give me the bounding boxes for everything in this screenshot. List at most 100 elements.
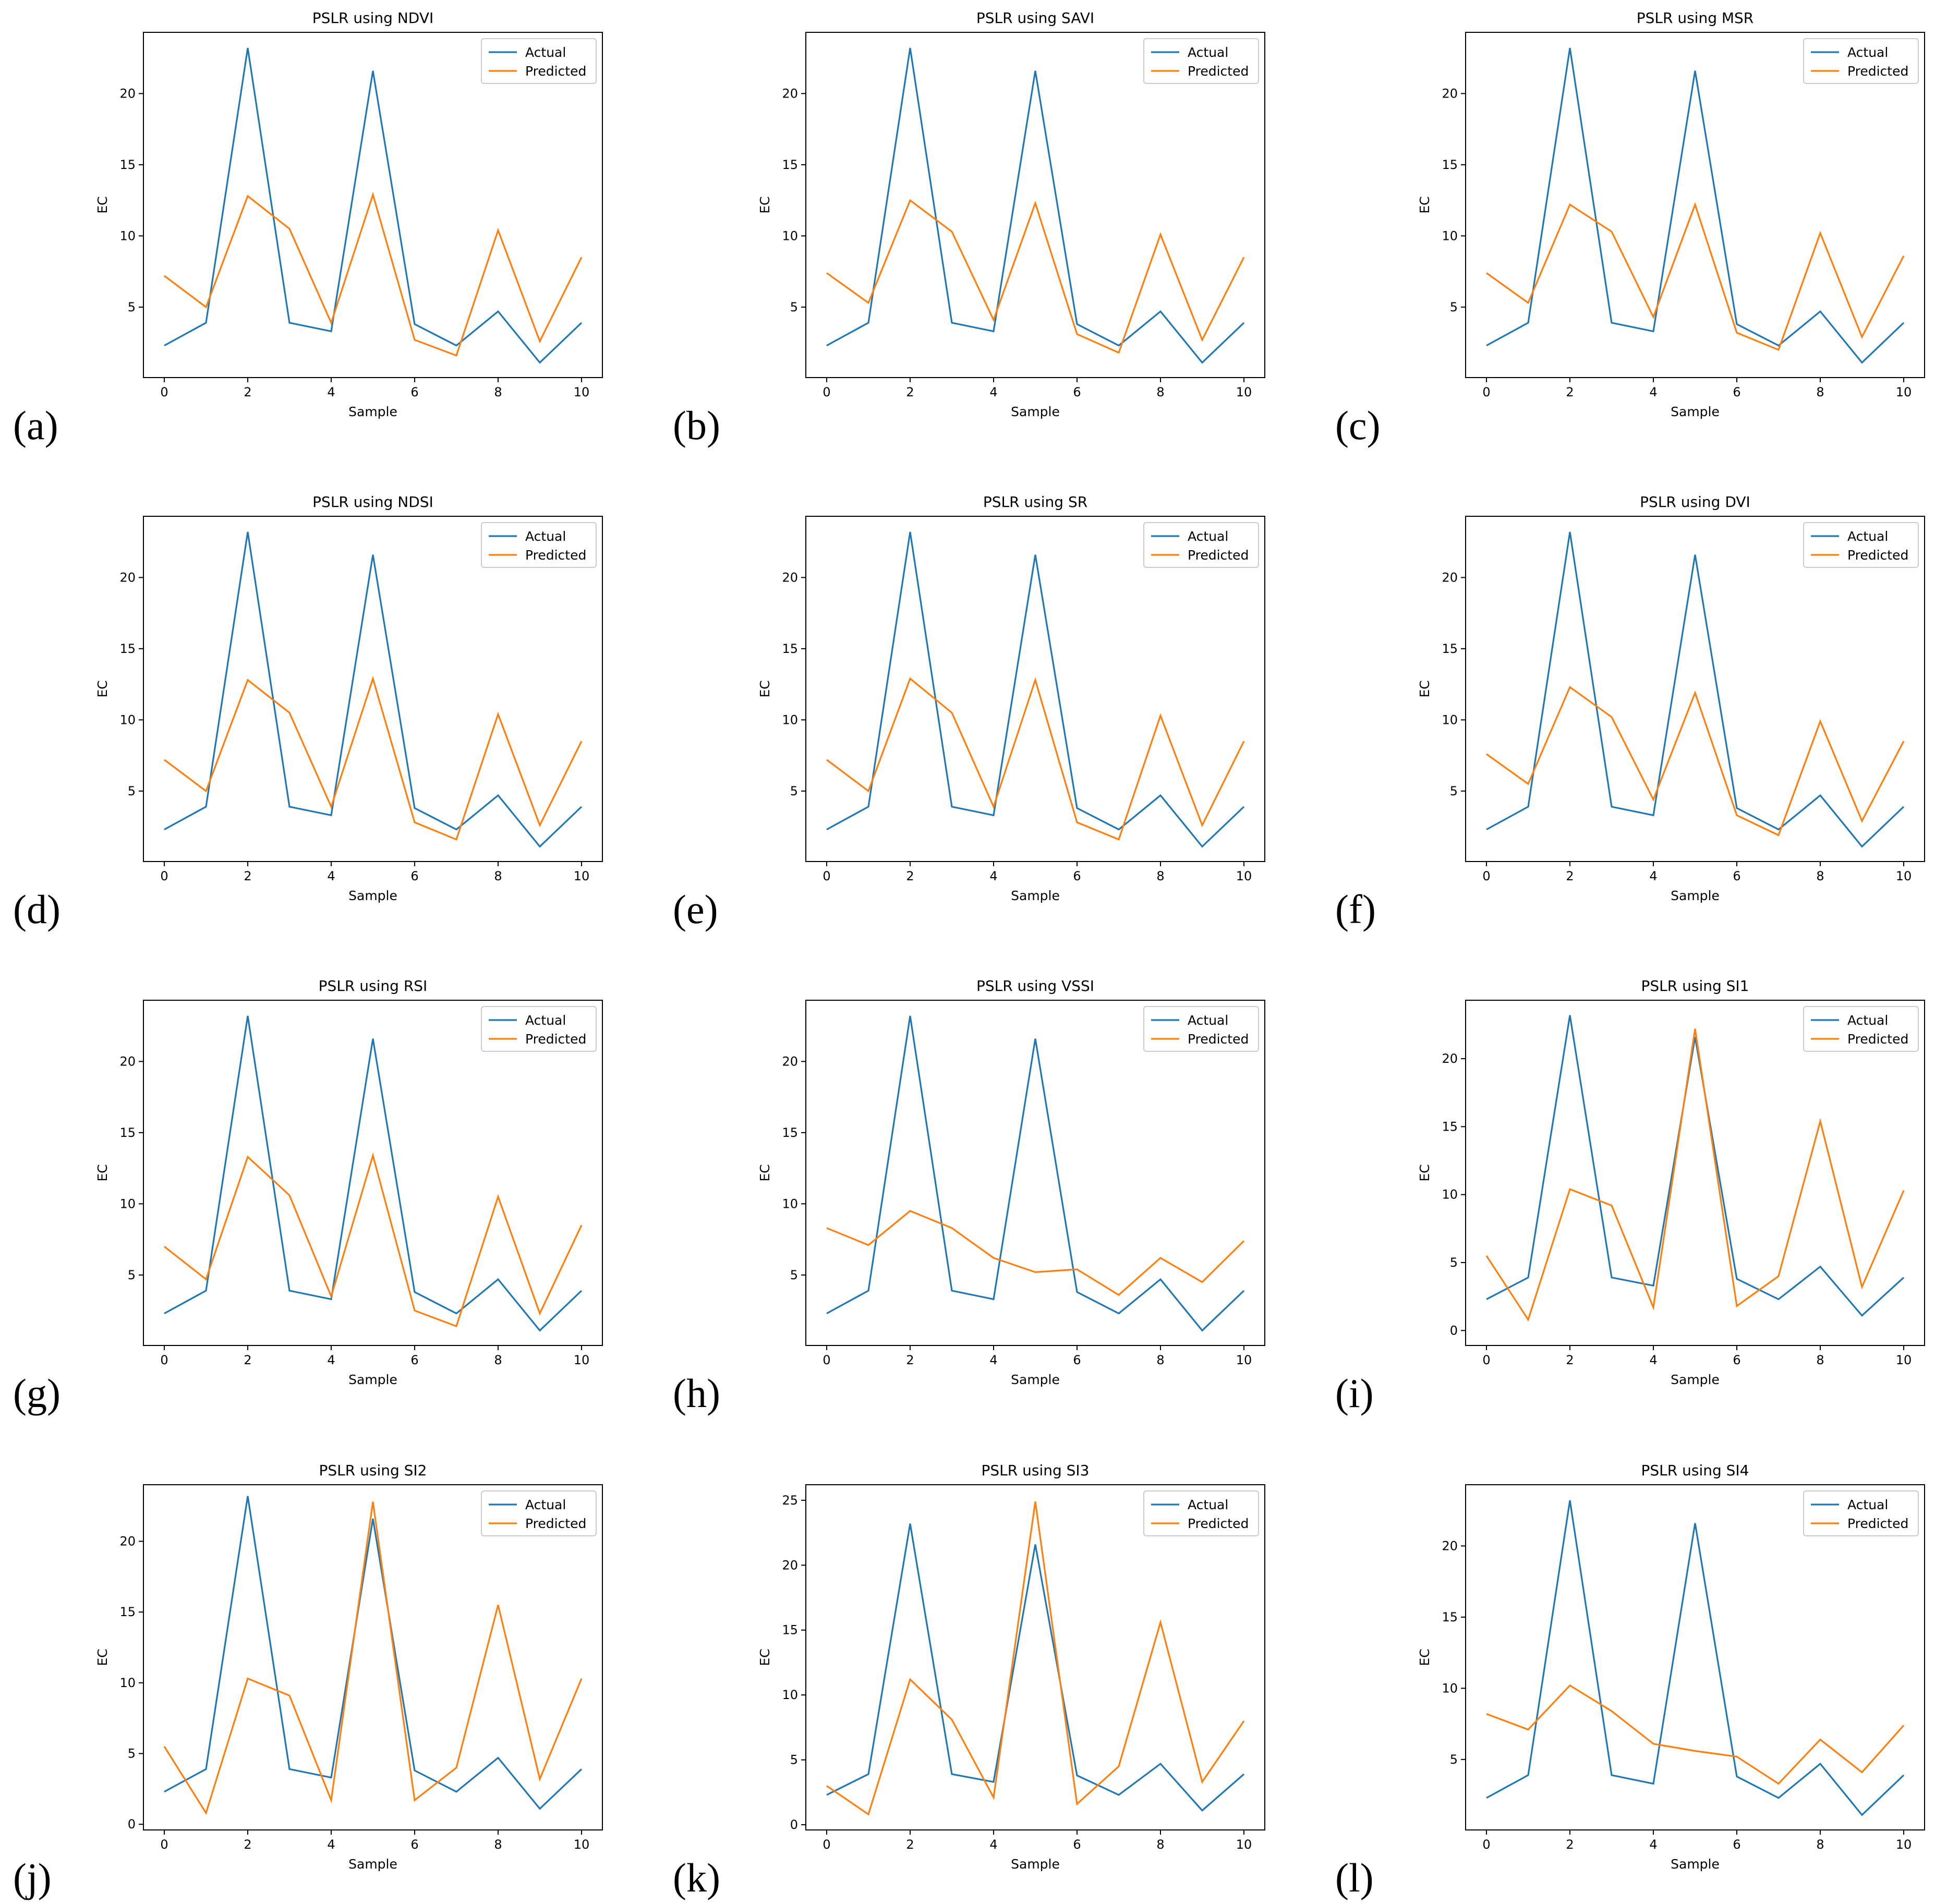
legend-box — [1143, 522, 1259, 568]
y-axis-label: EC — [1417, 196, 1432, 213]
panel-label: (d) — [13, 887, 61, 932]
legend-label-predicted: Predicted — [1188, 1032, 1249, 1047]
y-tick-label: 5 — [790, 784, 798, 798]
y-tick-label: 5 — [1450, 300, 1458, 314]
x-tick-label: 0 — [1482, 1837, 1490, 1852]
legend-box — [481, 522, 597, 568]
legend: Actual Predicted — [481, 1006, 597, 1052]
x-axis-label: Sample — [348, 404, 397, 419]
legend-label-predicted: Predicted — [525, 1032, 586, 1047]
x-tick-label: 10 — [1236, 869, 1252, 883]
panel-d: PSLR using NDSI 0 2 4 6 8 10 5 10 15 20 Sample EC Act… — [13, 493, 603, 932]
y-tick-label: 5 — [128, 784, 136, 798]
x-axis-label: Sample — [1671, 404, 1720, 419]
series-line-predicted — [826, 677, 1245, 841]
x-tick-label: 4 — [989, 1837, 997, 1852]
legend-box — [1143, 1006, 1259, 1052]
y-axis-label: EC — [757, 1648, 772, 1666]
legend-label-actual: Actual — [1847, 1013, 1888, 1028]
x-tick-label: 6 — [410, 869, 418, 883]
legend-label-predicted: Predicted — [525, 1516, 586, 1531]
panel-label: (i) — [1335, 1371, 1374, 1416]
panel-title: PSLR using NDVI — [312, 9, 434, 27]
series-line-actual — [826, 1523, 1245, 1812]
panel-k: PSLR using SI3 0 2 4 6 8 10 0 5 10 15 20 25 Sample EC A… — [673, 1462, 1265, 1900]
legend-box — [1803, 38, 1919, 84]
x-tick-label: 2 — [906, 869, 914, 883]
y-tick-label: 20 — [119, 86, 136, 101]
series-line-actual — [164, 1496, 583, 1810]
panel-i: PSLR using SI1 0 2 4 6 8 10 0 5 10 15 20 Sample EC Act… — [1335, 977, 1925, 1416]
series-line-actual — [826, 47, 1245, 364]
x-axis-label: Sample — [1011, 888, 1060, 903]
y-tick-label: 15 — [1442, 1610, 1458, 1624]
x-tick-label: 0 — [1482, 1353, 1490, 1367]
y-tick-label: 10 — [119, 228, 136, 243]
x-tick-label: 4 — [989, 869, 997, 883]
legend-label-predicted: Predicted — [525, 548, 586, 563]
y-tick-label: 5 — [1450, 784, 1458, 798]
y-axis-label: EC — [95, 680, 110, 697]
legend-label-actual: Actual — [525, 1013, 566, 1028]
legend: Actual Predicted — [481, 1490, 597, 1536]
y-axis-label: EC — [757, 680, 772, 697]
panel-title: PSLR using VSSI — [976, 977, 1094, 995]
y-tick-label: 5 — [128, 300, 136, 314]
y-tick-label: 20 — [119, 1054, 136, 1069]
y-tick-label: 20 — [1442, 570, 1458, 585]
panel-title: PSLR using RSI — [319, 977, 428, 995]
x-tick-label: 8 — [1156, 869, 1164, 883]
x-tick-label: 10 — [1236, 1353, 1252, 1367]
x-tick-label: 4 — [1649, 385, 1657, 399]
y-tick-label: 0 — [128, 1817, 136, 1832]
x-tick-label: 8 — [1816, 1353, 1824, 1367]
legend-label-predicted: Predicted — [1188, 548, 1249, 563]
x-tick-label: 0 — [160, 385, 168, 399]
x-tick-label: 10 — [1896, 1837, 1912, 1852]
x-tick-label: 4 — [327, 385, 335, 399]
y-axis-label: EC — [1417, 1648, 1432, 1666]
x-tick-label: 8 — [494, 869, 502, 883]
series-line-actual — [1486, 47, 1905, 364]
x-tick-label: 2 — [906, 1353, 914, 1367]
panel-h: PSLR using VSSI 0 2 4 6 8 10 5 10 15 20 Sample EC Act… — [673, 977, 1265, 1416]
y-tick-label: 5 — [128, 1268, 136, 1282]
panel-title: PSLR using SI2 — [319, 1462, 427, 1479]
y-tick-label: 5 — [790, 1753, 798, 1767]
y-tick-label: 15 — [782, 157, 798, 172]
x-tick-label: 10 — [574, 385, 590, 399]
legend-label-actual: Actual — [1188, 1013, 1228, 1028]
legend-box — [1803, 1490, 1919, 1536]
series-line-actual — [1486, 1015, 1905, 1317]
x-tick-label: 2 — [1566, 1837, 1574, 1852]
y-tick-label: 5 — [1450, 1255, 1458, 1270]
x-tick-label: 0 — [823, 1353, 830, 1367]
y-tick-label: 20 — [1442, 1538, 1458, 1553]
y-axis-label: EC — [95, 1648, 110, 1666]
panel-label: (g) — [13, 1371, 61, 1416]
panel-title: PSLR using NDSI — [312, 493, 433, 511]
x-tick-label: 6 — [410, 1353, 418, 1367]
series-line-predicted — [1486, 1684, 1905, 1785]
series-line-predicted — [826, 199, 1245, 354]
y-tick-label: 25 — [782, 1493, 798, 1508]
x-tick-label: 0 — [160, 1837, 168, 1852]
panel-title: PSLR using SI4 — [1641, 1462, 1749, 1479]
y-tick-label: 10 — [1442, 712, 1458, 727]
y-tick-label: 5 — [128, 1746, 136, 1761]
y-tick-label: 10 — [119, 712, 136, 727]
x-tick-label: 0 — [160, 1353, 168, 1367]
series-line-predicted — [163, 1501, 583, 1815]
x-tick-label: 10 — [574, 1837, 590, 1852]
y-tick-label: 15 — [119, 157, 136, 172]
x-tick-label: 0 — [823, 869, 830, 883]
panel-label: (f) — [1335, 887, 1376, 932]
y-tick-label: 0 — [790, 1817, 798, 1832]
x-tick-label: 8 — [1156, 1353, 1164, 1367]
panel-label: (c) — [1335, 403, 1381, 448]
x-tick-label: 10 — [1236, 385, 1252, 399]
axes-frame — [1465, 1484, 1925, 1830]
y-tick-label: 15 — [119, 1605, 136, 1619]
legend: Actual Predicted — [1143, 1490, 1259, 1536]
y-tick-label: 20 — [782, 570, 798, 585]
